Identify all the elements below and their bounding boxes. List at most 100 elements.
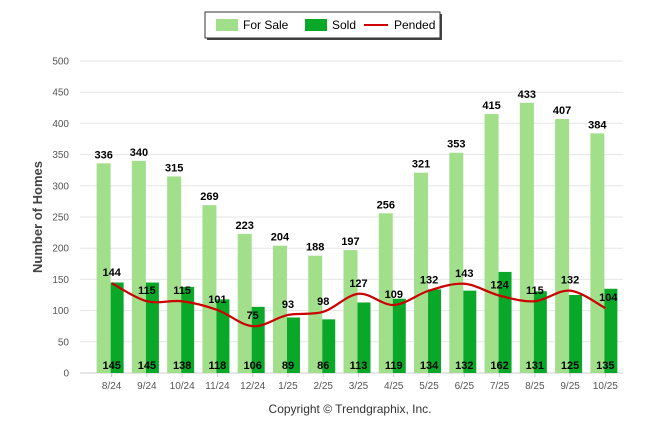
bar-for-sale: [449, 152, 464, 373]
data-labels: 336 145 144 340 145 115 315 138 115 269 118 101 223 1…: [94, 89, 618, 372]
label-pended: 75: [247, 310, 259, 322]
label-pended: 98: [317, 296, 329, 308]
label-for-sale: 315: [165, 162, 183, 174]
bar-sold: [216, 299, 230, 373]
x-tick-label: 4/25: [384, 381, 404, 392]
x-tick-label: 6/25: [455, 381, 475, 392]
label-pended: 132: [420, 275, 438, 287]
bar-for-sale: [484, 114, 499, 373]
bar-sold: [322, 319, 336, 373]
x-tick-label: 9/25: [560, 381, 580, 392]
label-sold: 113: [350, 360, 368, 372]
bar-sold: [181, 286, 195, 373]
legend-sold: Sold: [332, 18, 356, 32]
label-sold: 89: [282, 360, 294, 372]
label-pended: 115: [526, 285, 544, 297]
y-tick-label: 450: [52, 88, 69, 99]
y-axis-title: Number of Homes: [30, 161, 45, 273]
x-tick-label: 10/25: [593, 381, 618, 392]
legend: For Sale Sold Pended: [204, 11, 442, 40]
label-sold: 135: [596, 360, 614, 372]
x-axis-ticks: 8/24 9/24 10/24 11/24 12/24 1/25 2/25 3/25 4/25 5…: [102, 373, 618, 392]
label-sold: 145: [102, 360, 120, 372]
bar-sold: [428, 289, 442, 373]
x-tick-label: 11/24: [205, 381, 230, 392]
bar-for-sale: [237, 233, 252, 373]
label-for-sale: 188: [306, 242, 324, 254]
y-tick-label: 50: [58, 337, 70, 348]
x-tick-label: 8/25: [525, 381, 545, 392]
x-tick-label: 9/24: [137, 381, 157, 392]
y-tick-label: 500: [52, 57, 69, 68]
y-tick-label: 350: [52, 150, 69, 161]
label-sold: 106: [244, 360, 262, 372]
legend-swatch-sold: [305, 19, 327, 31]
bar-for-sale: [519, 102, 534, 374]
copyright: Copyright © Trendgraphix, Inc.: [269, 402, 432, 416]
label-for-sale: 336: [94, 149, 112, 161]
bar-sold: [251, 306, 265, 373]
bar-for-sale: [202, 205, 217, 373]
bar-for-sale: [167, 176, 182, 373]
label-for-sale: 256: [377, 199, 395, 211]
y-tick-label: 0: [63, 369, 69, 380]
label-sold: 86: [317, 360, 329, 372]
label-sold: 145: [138, 360, 156, 372]
label-sold: 138: [173, 360, 191, 372]
label-for-sale: 269: [200, 191, 218, 203]
label-for-sale: 433: [518, 89, 536, 101]
label-for-sale: 353: [447, 139, 465, 151]
legend-for-sale: For Sale: [243, 18, 289, 32]
label-pended: 144: [102, 267, 121, 279]
x-tick-label: 5/25: [419, 381, 439, 392]
x-tick-label: 7/25: [490, 381, 510, 392]
bar-sold: [392, 298, 406, 373]
bar-sold: [286, 317, 300, 373]
bar-for-sale: [131, 160, 146, 373]
bar-for-sale: [414, 172, 429, 373]
label-for-sale: 204: [271, 232, 290, 244]
y-tick-label: 150: [52, 275, 69, 286]
bar-for-sale: [96, 163, 111, 373]
bar-for-sale: [272, 245, 287, 373]
label-pended: 93: [282, 299, 294, 311]
x-tick-label: 12/24: [240, 381, 265, 392]
legend-swatch-for-sale: [216, 19, 238, 31]
x-tick-label: 1/25: [278, 381, 298, 392]
label-for-sale: 415: [482, 100, 500, 112]
label-pended: 143: [455, 268, 473, 280]
bar-sold: [357, 302, 371, 373]
y-axis-ticks: 0 50 100 150 200 250 300 350 400 450 500: [52, 57, 69, 380]
label-pended: 127: [349, 278, 367, 290]
pended-line-path: [111, 282, 606, 328]
label-pended: 101: [208, 294, 226, 306]
x-tick-label: 10/24: [170, 381, 195, 392]
bar-for-sale: [343, 250, 358, 373]
y-tick-label: 250: [52, 213, 69, 224]
y-tick-label: 300: [52, 181, 69, 192]
x-tick-label: 2/25: [313, 381, 333, 392]
bar-sold: [145, 282, 159, 373]
label-sold: 134: [420, 360, 439, 372]
bar-for-sale: [378, 213, 393, 373]
label-pended: 115: [173, 285, 191, 297]
label-sold: 125: [561, 360, 579, 372]
y-tick-label: 400: [52, 119, 69, 130]
label-sold: 162: [490, 360, 508, 372]
bar-sold: [533, 291, 547, 373]
bar-sold: [463, 290, 477, 373]
label-sold: 132: [455, 360, 473, 372]
label-pended: 124: [490, 280, 509, 292]
label-for-sale: 197: [341, 236, 359, 248]
label-sold: 118: [209, 360, 227, 372]
y-tick-label: 100: [52, 306, 69, 317]
label-sold: 119: [385, 360, 403, 372]
label-sold: 131: [526, 360, 544, 372]
y-tick-label: 200: [52, 244, 69, 255]
label-pended: 104: [599, 292, 618, 304]
label-for-sale: 223: [236, 220, 254, 232]
bars: [96, 102, 618, 374]
bar-for-sale: [555, 119, 570, 373]
bar-sold: [110, 282, 124, 373]
